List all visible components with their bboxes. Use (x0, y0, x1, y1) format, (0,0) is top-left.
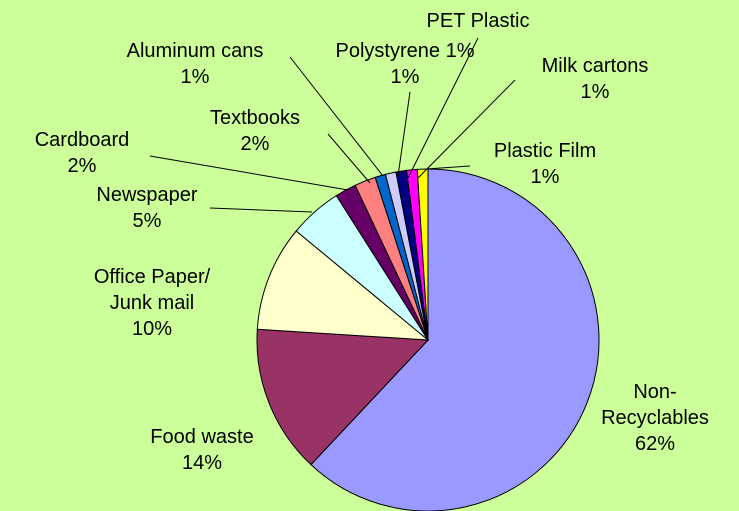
data-label-line: 62% (635, 433, 675, 455)
data-label-non-recyclables: Non- Recyclables 62% (601, 381, 709, 455)
slices-layer (256, 168, 600, 511)
data-label-milk-cartons: Milk cartons 1% (542, 55, 649, 103)
data-label-line: PET Plastic (427, 10, 530, 32)
data-label-line: Plastic Film (494, 140, 596, 162)
leader-line-newspaper (209, 207, 313, 213)
pie-slice-office-paper-junk-mail (256, 230, 430, 341)
leader-line-milk-cartons (417, 79, 516, 179)
data-label-line: 1% (391, 66, 420, 88)
data-label-plastic-film: Plastic Film 1% (494, 140, 596, 188)
data-label-line: 1% (581, 81, 610, 103)
leader-line-plastic-film (425, 165, 471, 170)
data-label-line: Office Paper/ (94, 266, 211, 288)
data-label-food-waste: Food waste 14% (150, 426, 253, 474)
leader-line-textbooks (327, 133, 371, 184)
data-label-line: 1% (181, 66, 210, 88)
leader-line-aluminum-cans (289, 56, 384, 177)
data-label-newspaper: Newspaper 5% (96, 184, 198, 232)
data-label-pet-plastic: PET Plastic (427, 10, 530, 32)
leader-line-cardboard (149, 155, 349, 191)
data-label-line: 1% (531, 166, 560, 188)
data-label-line: Milk cartons (542, 55, 649, 77)
data-label-office-paper-junk-mail: Office Paper/Junk mail 10% (94, 266, 211, 340)
leader-line-pet-plastic (407, 37, 479, 179)
data-label-line: Food waste (150, 426, 253, 448)
leader-lines-layer (149, 37, 516, 213)
data-label-line: Cardboard (35, 129, 130, 151)
data-label-line: 5% (133, 210, 162, 232)
pie-slice-food-waste (256, 328, 430, 466)
data-label-cardboard: Cardboard 2% (35, 129, 130, 177)
data-label-line: Aluminum cans (127, 40, 264, 62)
data-label-aluminum-cans: Aluminum cans 1% (127, 40, 264, 88)
data-label-polystyrene: Polystyrene 1% 1% (336, 40, 475, 88)
data-label-line: Recyclables (601, 407, 709, 429)
data-label-line: Junk mail (110, 292, 194, 314)
data-label-line: 2% (68, 155, 97, 177)
data-label-line: Textbooks (210, 107, 300, 129)
data-label-line: Newspaper (96, 184, 198, 206)
data-label-line: 2% (241, 133, 270, 155)
leader-line-polystyrene (397, 91, 411, 177)
pie-slice-non-recyclables (310, 168, 600, 511)
data-label-line: Non- (633, 381, 676, 403)
data-label-line: 14% (182, 452, 222, 474)
data-label-line: Polystyrene 1% (336, 40, 475, 62)
data-labels-layer: Non- Recyclables 62% Food waste 14% Office Pa… (35, 10, 709, 474)
data-label-textbooks: Textbooks 2% (210, 107, 300, 155)
data-label-line: 10% (132, 318, 172, 340)
